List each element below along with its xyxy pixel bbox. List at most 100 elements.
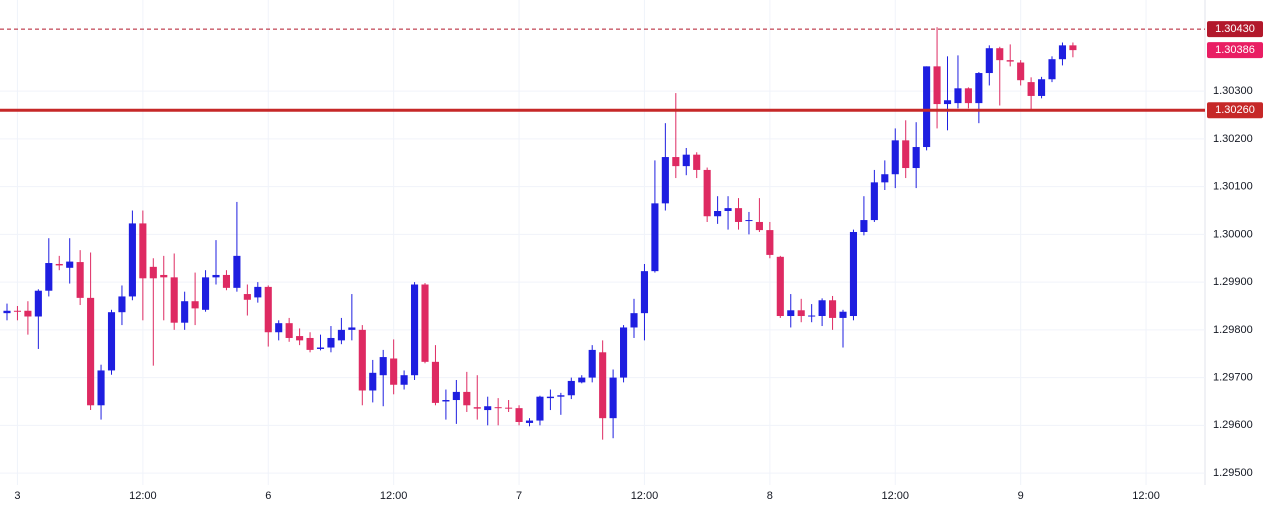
- candle-body: [13, 310, 22, 312]
- candle-body: [411, 284, 419, 376]
- price-label: 1.30260: [1215, 104, 1255, 116]
- candle-body: [337, 329, 345, 341]
- candle-body: [202, 277, 210, 310]
- candle-body: [1006, 60, 1014, 62]
- candle-body: [672, 157, 680, 167]
- candle-body: [463, 391, 471, 406]
- y-tick-label: 1.30200: [1213, 133, 1253, 145]
- price-label-bg: [1207, 102, 1263, 119]
- candle-body: [327, 337, 335, 348]
- candle-body: [24, 310, 32, 317]
- candle-body: [139, 223, 147, 279]
- candle-body: [369, 372, 377, 391]
- candle-body: [97, 370, 105, 406]
- candle-body: [578, 377, 586, 383]
- candle-body: [818, 300, 826, 317]
- candle-body: [985, 48, 993, 74]
- candle-body: [860, 220, 868, 232]
- candle-body: [3, 310, 11, 314]
- x-tick-label: 9: [1018, 490, 1024, 502]
- candle-body: [599, 352, 607, 419]
- candle-body: [348, 327, 356, 330]
- candle-body: [306, 337, 314, 350]
- candle-body: [484, 406, 492, 411]
- candle-body: [546, 396, 554, 399]
- candle-body: [515, 408, 523, 422]
- candle-body: [870, 182, 878, 221]
- price-label: 1.30386: [1215, 44, 1255, 56]
- candle-body: [557, 395, 565, 397]
- candle-body: [703, 169, 711, 217]
- candle-body: [923, 66, 931, 148]
- y-tick-label: 1.30100: [1213, 181, 1253, 193]
- candle-body: [431, 361, 440, 403]
- candle-body: [160, 274, 168, 278]
- x-tick-label: 12:00: [881, 490, 909, 502]
- y-tick-label: 1.30300: [1213, 85, 1253, 97]
- candle-body: [1038, 79, 1046, 96]
- candle-body: [128, 223, 136, 297]
- candle-body: [954, 88, 962, 104]
- candle-body: [797, 310, 805, 317]
- candle-body: [243, 294, 251, 300]
- candle-body: [588, 349, 596, 378]
- x-tick-label: 12:00: [380, 490, 408, 502]
- candle-body: [640, 271, 649, 314]
- candle-body: [34, 290, 42, 317]
- candle-body: [525, 420, 534, 423]
- candle-body: [149, 266, 157, 279]
- candle-body: [275, 323, 283, 333]
- candle-body: [494, 407, 502, 409]
- x-tick-label: 12:00: [1132, 490, 1160, 502]
- candle-body: [724, 208, 732, 211]
- candle-body: [400, 375, 408, 385]
- y-tick-label: 1.29700: [1213, 371, 1253, 383]
- candle-body: [191, 301, 199, 309]
- y-tick-label: 1.29800: [1213, 324, 1253, 336]
- candle-body: [1027, 82, 1035, 96]
- candle-body: [682, 154, 690, 167]
- candle-body: [912, 147, 920, 169]
- candle-body: [536, 396, 544, 421]
- candle-body: [316, 347, 325, 349]
- candle-body: [212, 274, 220, 278]
- candle-body: [933, 66, 941, 105]
- y-tick-label: 1.29900: [1213, 276, 1253, 288]
- candle-body: [745, 220, 753, 222]
- price-label-bg: [1207, 42, 1263, 59]
- candle-body: [473, 407, 481, 409]
- candle-body: [222, 274, 231, 288]
- candle-body: [661, 157, 669, 204]
- candle-body: [996, 48, 1004, 61]
- grid: [0, 0, 1205, 485]
- candle-body: [45, 263, 53, 291]
- price-label: 1.30430: [1215, 23, 1255, 35]
- candle-body: [118, 296, 126, 313]
- candle-body: [964, 88, 972, 104]
- candle-body: [505, 407, 513, 409]
- candle-body: [233, 255, 241, 288]
- candle-body: [609, 377, 617, 419]
- y-tick-label: 1.29600: [1213, 419, 1253, 431]
- x-tick-label: 6: [265, 490, 271, 502]
- candle-body: [87, 297, 95, 406]
- candle-body: [620, 327, 628, 378]
- candle-body: [651, 203, 659, 272]
- candle-body: [421, 284, 429, 362]
- candle-body: [808, 315, 816, 317]
- candle-body: [943, 100, 952, 105]
- candle-body: [567, 380, 575, 396]
- candle-body: [787, 310, 795, 317]
- candle-body: [285, 323, 293, 338]
- x-tick-label: 7: [516, 490, 522, 502]
- candle-body: [975, 73, 983, 104]
- y-tick-label: 1.30000: [1213, 228, 1253, 240]
- candle-body: [776, 256, 784, 317]
- x-tick-label: 12:00: [129, 490, 157, 502]
- y-tick-label: 1.29500: [1213, 467, 1253, 479]
- candle-body: [902, 140, 910, 169]
- candle-body: [264, 286, 272, 333]
- candle-body: [379, 357, 387, 376]
- candle-body: [734, 208, 743, 222]
- candle-body: [829, 300, 837, 318]
